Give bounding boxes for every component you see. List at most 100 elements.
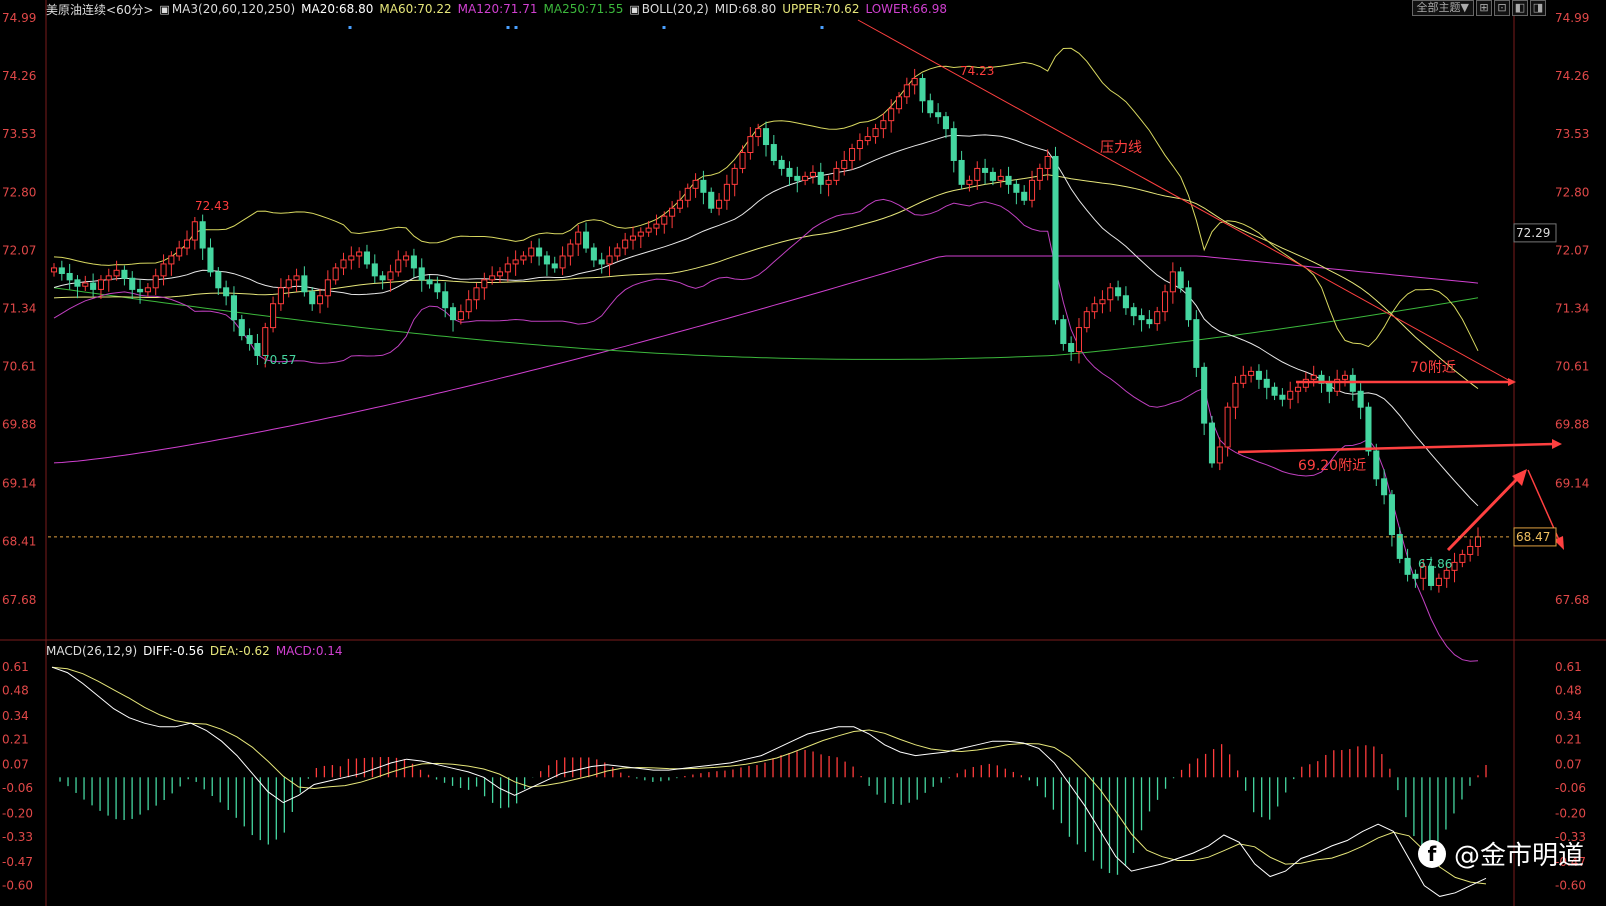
macd-tick-left: -0.20 [2, 806, 33, 820]
layout-icon[interactable]: ⊡ [1494, 0, 1510, 16]
candle-body [207, 247, 214, 273]
y-tick-left: 72.07 [2, 243, 36, 257]
y-tick-right: 71.34 [1555, 302, 1589, 316]
candle-body [144, 287, 151, 293]
candle-body [1130, 307, 1137, 317]
candle-body [841, 159, 848, 169]
candle-body [1154, 311, 1161, 325]
candle-body [864, 136, 871, 142]
macd-diff-line [51, 666, 1487, 897]
boll-upper: UPPER:70.62 [782, 2, 860, 16]
candle-body [58, 267, 65, 274]
maximize-icon[interactable]: ◨ [1530, 0, 1546, 16]
candle-body [457, 311, 464, 321]
candle-body [1435, 577, 1442, 586]
candle-body [950, 128, 957, 161]
candle-body [1185, 287, 1192, 321]
candle-body [676, 199, 683, 209]
candle-body [442, 291, 449, 309]
y-tick-right: 73.53 [1555, 127, 1589, 141]
y-tick-left: 69.88 [2, 418, 36, 432]
candle-body [1193, 319, 1200, 368]
candle-body [403, 255, 410, 261]
candle-body [1091, 303, 1098, 313]
right-axis-tag: 72.29 [1516, 226, 1550, 240]
candle-body [434, 283, 441, 293]
candle-body [1201, 366, 1208, 424]
candle-body [1381, 478, 1388, 496]
candle-body [1169, 271, 1176, 293]
candle-body [880, 120, 887, 130]
y-tick-left: 67.68 [2, 593, 36, 607]
ma-label: MA3(20,60,120,250) [171, 2, 296, 16]
macd-tick-right: 0.07 [1555, 758, 1582, 772]
candle-body [567, 243, 574, 257]
candle-body [1388, 494, 1395, 536]
macd-diff: DIFF:-0.56 [143, 644, 204, 658]
macd-tick-right: -0.33 [1555, 830, 1586, 844]
level-6920-label: 69.20附近 [1298, 458, 1366, 474]
candle-body [825, 179, 832, 185]
minimize-icon[interactable]: ◧ [1512, 0, 1528, 16]
candle-body [152, 275, 159, 289]
ma250-line [53, 287, 1479, 360]
grid-icon[interactable]: ⊞ [1476, 0, 1492, 16]
event-marker [514, 26, 518, 29]
y-tick-right: 67.68 [1555, 593, 1589, 607]
candle-body [387, 271, 394, 281]
candle-body [942, 116, 949, 130]
candle-body [356, 251, 363, 257]
macd-tick-right: 0.48 [1555, 684, 1582, 698]
candle-body [1060, 319, 1067, 345]
candle-body [903, 84, 910, 98]
candle-body [418, 267, 425, 281]
candle-body [661, 215, 668, 225]
toolbar: 全部主题▼ ⊞ ⊡ ◧ ◨ [1411, 0, 1546, 16]
y-tick-left: 74.26 [2, 69, 36, 83]
candle-body [1255, 370, 1262, 380]
candle-body [543, 255, 550, 265]
macd-tick-right: 0.21 [1555, 732, 1582, 746]
y-tick-right: 72.07 [1555, 243, 1589, 257]
candle-body [1122, 295, 1129, 309]
y-tick-left: 71.34 [2, 302, 36, 316]
event-marker [348, 26, 352, 29]
candle-body [1083, 311, 1090, 329]
candle-body [1028, 179, 1036, 201]
candle-body [1467, 545, 1474, 555]
candle-body [1287, 390, 1294, 400]
candle-body [1138, 315, 1145, 321]
candle-body [277, 287, 284, 305]
candle-body [1341, 374, 1349, 380]
ma120-line [53, 255, 1479, 464]
candle-body [1428, 565, 1435, 586]
candle-body [1013, 183, 1020, 193]
candle-body [1412, 573, 1419, 579]
candle-body [1295, 386, 1302, 392]
candle-body [1075, 327, 1083, 352]
boll-mid: MID:68.80 [714, 2, 777, 16]
theme-button[interactable]: 全部主题▼ [1411, 0, 1474, 16]
candle-body [238, 319, 245, 337]
candle-body [1334, 378, 1341, 392]
macd-tick-left: -0.33 [2, 830, 33, 844]
macd-label: MACD(26,12,9) [46, 644, 138, 658]
candle-body [473, 287, 480, 301]
candle-body [817, 171, 824, 185]
candle-body [856, 140, 863, 150]
level-6920-line [1237, 442, 1555, 454]
macd-tick-left: -0.06 [2, 781, 33, 795]
right-axis-tag-box [1513, 223, 1557, 243]
candle-body [82, 282, 89, 287]
candle-body [966, 179, 973, 185]
candle-body [1310, 374, 1317, 380]
candle-body [1021, 191, 1028, 201]
candle-body [911, 77, 918, 86]
level-6920-arrow-icon [1552, 439, 1562, 449]
candle-body [982, 167, 989, 173]
candle-body [1099, 299, 1106, 305]
ma120-value: MA120:71.71 [457, 2, 538, 16]
candle-body [1365, 406, 1372, 452]
level-70-arrow-icon [1508, 378, 1516, 386]
